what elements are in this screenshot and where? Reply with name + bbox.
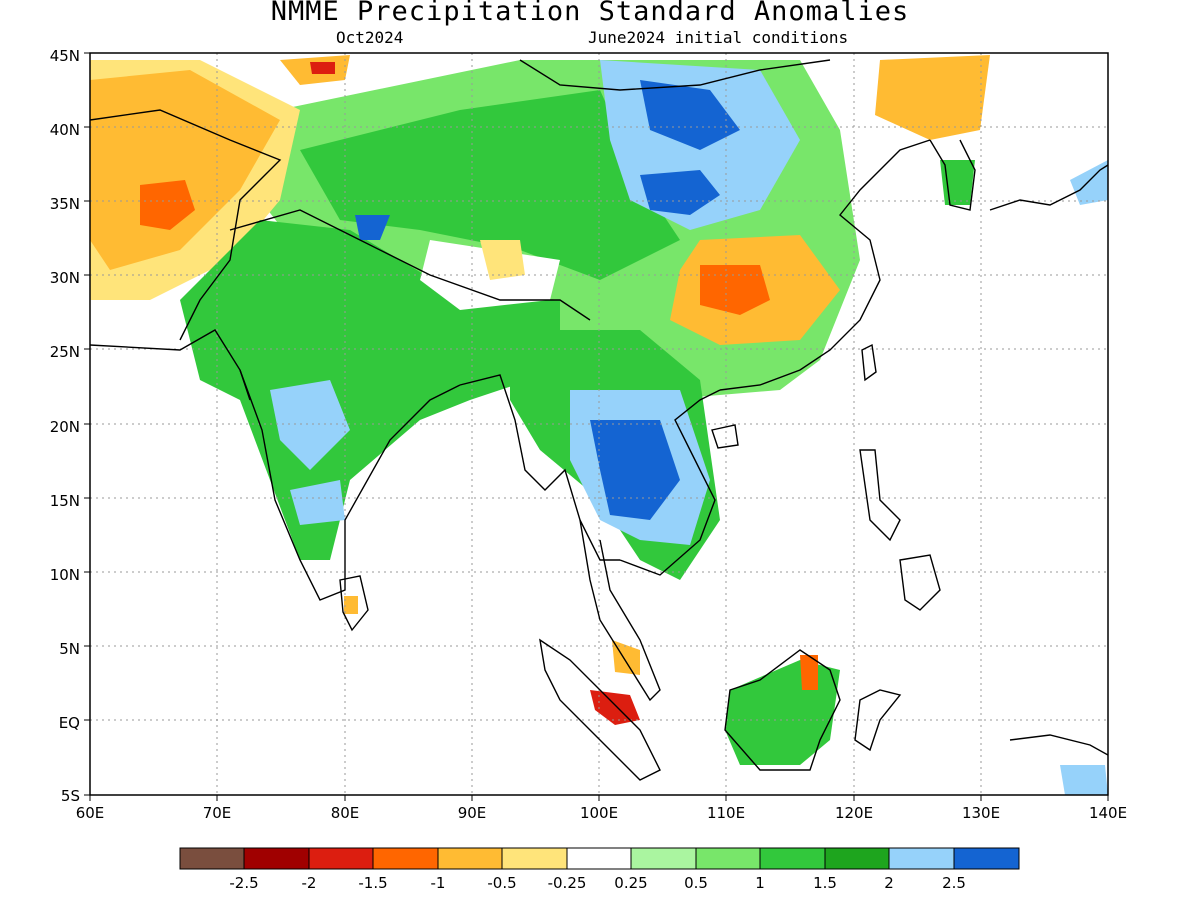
kazakh-red: [310, 62, 335, 74]
colorbar-swatch: [695, 847, 761, 870]
borneo-coast: [724, 649, 841, 771]
x-tick-label: 70E: [203, 804, 232, 822]
y-tick-label: 30N: [50, 269, 80, 287]
gridlines: [90, 53, 1108, 795]
central-china-orange: [700, 265, 770, 315]
colorbar-swatch: [308, 847, 374, 870]
hainan-coast: [711, 424, 739, 449]
china-coast: [719, 139, 931, 391]
y-tick-label: 5S: [61, 787, 80, 805]
y-tick-label: 40N: [50, 121, 80, 139]
borneo-orange: [800, 655, 818, 690]
mongolia-border: [519, 59, 831, 91]
colorbar-swatch: [566, 847, 632, 870]
x-tick-label: 100E: [580, 804, 618, 822]
colorbar-swatch: [630, 847, 697, 870]
india-lightblue: [270, 380, 350, 470]
indochina-blue: [590, 420, 680, 520]
india-coastline: [239, 369, 461, 601]
colorbar-swatch: [501, 847, 568, 870]
malaya-orange: [612, 640, 640, 675]
kashmir-blue: [355, 215, 390, 240]
x-tick-marks: [89, 795, 1109, 801]
forecast-month: Oct2024: [336, 28, 404, 47]
x-tick-label: 120E: [835, 804, 873, 822]
colorbar-swatch: [179, 847, 245, 870]
china-darkgreen-field: [300, 90, 680, 280]
colorbar-label: 2.5: [942, 874, 966, 892]
colorbar-swatch: [953, 847, 1020, 870]
x-tick-label: 130E: [962, 804, 1000, 822]
colorbar-label: 0.5: [684, 874, 708, 892]
y-tick-label: 35N: [50, 195, 80, 213]
y-tick-label: 5N: [59, 640, 80, 658]
vietnam-coast: [619, 389, 721, 576]
y-tick-label: 20N: [50, 418, 80, 436]
y-tick-label: 45N: [50, 47, 80, 65]
x-tick-label: 80E: [331, 804, 360, 822]
newguinea-blue: [1060, 765, 1108, 795]
taiwan-coast: [861, 343, 877, 382]
colorbar-labels: -2.5 -2 -1.5 -1 -0.5 -0.25 0.25 0.5 1 1.…: [229, 874, 966, 892]
gobi-blue: [640, 170, 720, 215]
colorbar: [179, 847, 1020, 870]
colorbar-label: -0.5: [487, 874, 516, 892]
colorbar-swatch: [824, 847, 890, 870]
colorbar-label: -1: [431, 874, 446, 892]
colorbar-swatch: [372, 847, 439, 870]
sulawesi-coast: [854, 689, 902, 752]
srilanka-orange: [344, 596, 358, 614]
colorbar-swatch: [759, 847, 826, 870]
anomaly-fields: [90, 55, 1108, 795]
x-tick-labels: 60E 70E 80E 90E 100E 110E 120E 130E 140E: [76, 804, 1127, 822]
malay-peninsula: [579, 519, 661, 702]
x-tick-label: 90E: [458, 804, 487, 822]
colorbar-swatch: [243, 847, 310, 870]
y-tick-labels: 45N 40N 35N 30N 25N 20N 15N 10N 5N EQ 5S: [50, 47, 80, 805]
mongolia-blue: [640, 80, 740, 150]
map-title: NMME Precipitation Standard Anomalies: [270, 0, 910, 27]
x-tick-label: 60E: [76, 804, 105, 822]
sumatra-coast: [539, 638, 661, 781]
afghanistan-orange: [140, 180, 195, 230]
northeast-yellow: [875, 55, 990, 140]
y-tick-label: 25N: [50, 343, 80, 361]
newguinea-coast: [1009, 734, 1108, 756]
west-light-orange: [90, 70, 280, 270]
colorbar-label: -2: [302, 874, 317, 892]
japan-coast: [989, 164, 1108, 211]
colorbar-label: -0.25: [548, 874, 587, 892]
colorbar-label: 0.25: [614, 874, 647, 892]
bay-of-bengal-coast: [459, 374, 620, 561]
himalaya-border: [229, 209, 591, 321]
coastlines: [90, 59, 1108, 781]
tibet-yellow: [480, 240, 525, 280]
x-tick-label: 140E: [1089, 804, 1127, 822]
colorbar-label: 2: [884, 874, 894, 892]
colorbar-label: -1.5: [358, 874, 387, 892]
x-tick-label: 110E: [707, 804, 745, 822]
mindanao-coast: [899, 554, 941, 611]
colorbar-label: -2.5: [229, 874, 258, 892]
colorbar-swatch: [888, 847, 955, 870]
srilanka-coast: [339, 575, 369, 632]
sumatra-red: [590, 690, 640, 725]
korea-coast: [929, 139, 976, 211]
colorbar-label: 1: [755, 874, 765, 892]
west-borders: [90, 109, 282, 341]
colorbar-swatch: [437, 847, 503, 870]
y-tick-marks: [84, 52, 90, 796]
luzon-coast: [859, 449, 901, 542]
initial-conditions: June2024 initial conditions: [588, 28, 849, 47]
y-tick-label: EQ: [59, 714, 80, 732]
y-tick-label: 15N: [50, 492, 80, 510]
colorbar-label: 1.5: [813, 874, 837, 892]
y-tick-label: 10N: [50, 566, 80, 584]
india-south-blue: [290, 480, 345, 525]
